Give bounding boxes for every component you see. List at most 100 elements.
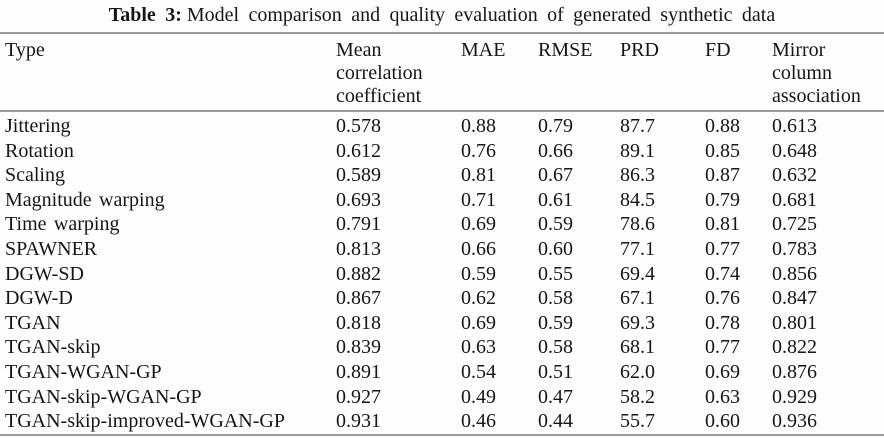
col-header-mean-correlation-coefficient: Mean correlation coefficient — [336, 39, 423, 107]
table-cell: 0.47 — [538, 385, 573, 408]
table-cell: 0.54 — [461, 360, 496, 383]
row-label: Time warping — [5, 213, 120, 236]
table-cell: 0.76 — [461, 139, 496, 162]
table-cell: 69.3 — [620, 311, 655, 334]
table-cell: 0.681 — [772, 188, 817, 211]
table-cell: 69.4 — [620, 262, 655, 285]
table-cell: 0.69 — [705, 360, 740, 383]
table-cell: 0.867 — [336, 287, 381, 310]
row-label: TGAN-WGAN-GP — [5, 360, 162, 383]
table-cell: 77.1 — [620, 237, 655, 260]
table-cell: 0.46 — [461, 410, 496, 433]
table-cell: 0.59 — [538, 311, 573, 334]
table-row: DGW-D 0.867 0.62 0.58 67.1 0.76 0.847 — [0, 286, 884, 311]
table-cell: 0.783 — [772, 237, 817, 260]
table-cell: 0.63 — [461, 336, 496, 359]
col-header-type: Type — [5, 39, 45, 61]
row-label: Scaling — [5, 164, 65, 187]
row-label: DGW-D — [5, 287, 73, 310]
table-cell: 0.67 — [538, 164, 573, 187]
col-header-mae: MAE — [461, 39, 506, 61]
model-comparison-table: Type Mean correlation coefficient MAE RM… — [0, 32, 884, 436]
table-cell: 0.66 — [538, 139, 573, 162]
table-cell: 0.44 — [538, 410, 573, 433]
row-label: DGW-SD — [5, 262, 84, 285]
table-cell: 0.69 — [461, 213, 496, 236]
table-cell: 0.61 — [538, 188, 573, 211]
table-cell: 0.66 — [461, 237, 496, 260]
table-cell: 0.648 — [772, 139, 817, 162]
table-cell: 0.76 — [705, 287, 740, 310]
table-cell: 0.59 — [538, 213, 573, 236]
table-cell: 0.60 — [705, 410, 740, 433]
table-row: Magnitude warping 0.693 0.71 0.61 84.5 0… — [0, 188, 884, 213]
table-cell: 0.927 — [336, 385, 381, 408]
table-caption: Table 3: Model comparison and quality eva… — [0, 0, 884, 32]
table-cell: 0.839 — [336, 336, 381, 359]
table-row: TGAN-skip-WGAN-GP 0.927 0.49 0.47 58.2 0… — [0, 385, 884, 410]
table-cell: 0.51 — [538, 360, 573, 383]
table-row: Rotation 0.612 0.76 0.66 89.1 0.85 0.648 — [0, 139, 884, 164]
row-label: Jittering — [5, 115, 71, 137]
table-cell: 0.929 — [772, 385, 817, 408]
table-cell: 0.59 — [461, 262, 496, 285]
table-row: DGW-SD 0.882 0.59 0.55 69.4 0.74 0.856 — [0, 262, 884, 287]
row-label: TGAN-skip-WGAN-GP — [5, 385, 202, 408]
table-cell: 0.77 — [705, 237, 740, 260]
table-cell: 0.88 — [461, 115, 496, 137]
table-cell: 0.58 — [538, 336, 573, 359]
table-row: TGAN-skip 0.839 0.63 0.58 68.1 0.77 0.82… — [0, 335, 884, 360]
table-cell: 0.612 — [336, 139, 381, 162]
table-cell: 68.1 — [620, 336, 655, 359]
table-cell: 0.81 — [705, 213, 740, 236]
header-row: Type Mean correlation coefficient MAE RM… — [0, 33, 884, 111]
table-cell: 0.613 — [772, 115, 817, 137]
table-cell: 0.891 — [336, 360, 381, 383]
table-cell: 0.81 — [461, 164, 496, 187]
col-header-mirror-column-association: Mirror column association — [772, 39, 861, 107]
table-cell: 0.813 — [336, 237, 381, 260]
table-cell: 87.7 — [620, 115, 655, 137]
row-label: SPAWNER — [5, 237, 98, 260]
col-header-rmse: RMSE — [538, 39, 593, 61]
table-cell: 0.78 — [705, 311, 740, 334]
table-cell: 0.85 — [705, 139, 740, 162]
table-cell: 0.847 — [772, 287, 817, 310]
table-cell: 0.60 — [538, 237, 573, 260]
table-cell: 0.62 — [461, 287, 496, 310]
table-cell: 0.856 — [772, 262, 817, 285]
col-header-fd: FD — [705, 39, 731, 61]
table-cell: 0.74 — [705, 262, 740, 285]
table-row: SPAWNER 0.813 0.66 0.60 77.1 0.77 0.783 — [0, 237, 884, 262]
table-row: Jittering 0.578 0.88 0.79 87.7 0.88 0.61… — [0, 111, 884, 139]
table-cell: 0.578 — [336, 115, 381, 137]
table-cell: 0.63 — [705, 385, 740, 408]
table-row: TGAN-WGAN-GP 0.891 0.54 0.51 62.0 0.69 0… — [0, 360, 884, 385]
table-cell: 0.822 — [772, 336, 817, 359]
row-label: TGAN-skip — [5, 336, 101, 359]
table-cell: 0.818 — [336, 311, 381, 334]
table-cell: 0.55 — [538, 262, 573, 285]
row-label: Magnitude warping — [5, 188, 165, 211]
table-cell: 0.49 — [461, 385, 496, 408]
table-cell: 55.7 — [620, 410, 655, 433]
table-cell: 0.876 — [772, 360, 817, 383]
table-cell: 58.2 — [620, 385, 655, 408]
table-cell: 86.3 — [620, 164, 655, 187]
table-cell: 62.0 — [620, 360, 655, 383]
row-label: TGAN — [5, 311, 61, 334]
table-cell: 0.77 — [705, 336, 740, 359]
table-cell: 0.88 — [705, 115, 740, 137]
table-cell: 0.632 — [772, 164, 817, 187]
table-row: Time warping 0.791 0.69 0.59 78.6 0.81 0… — [0, 212, 884, 237]
table-row: TGAN 0.818 0.69 0.59 69.3 0.78 0.801 — [0, 311, 884, 336]
table-cell: 0.931 — [336, 410, 381, 433]
table-cell: 0.693 — [336, 188, 381, 211]
table-row: TGAN-skip-improved-WGAN-GP 0.931 0.46 0.… — [0, 409, 884, 435]
table-cell: 0.791 — [336, 213, 381, 236]
table-cell: 0.87 — [705, 164, 740, 187]
row-label: Rotation — [5, 139, 74, 162]
table-caption-text: Model comparison and quality evaluation … — [186, 4, 776, 26]
col-header-prd: PRD — [620, 39, 659, 61]
